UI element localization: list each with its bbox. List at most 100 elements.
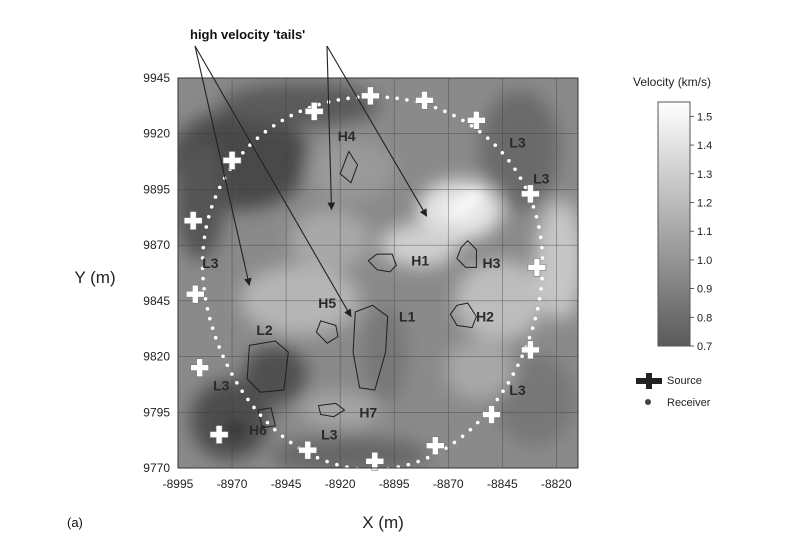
receiver-point [443, 109, 447, 114]
x-tick-label: -8995 [163, 477, 194, 491]
outline-l2 [246, 340, 289, 393]
region-label-h5: H5 [318, 295, 336, 311]
x-tick-label: -8870 [433, 477, 464, 491]
region-label-l1: L1 [399, 308, 416, 324]
receiver-point [531, 204, 536, 209]
receiver-point [355, 466, 359, 471]
source-marker [415, 90, 434, 110]
y-tick-label: 9770 [143, 461, 170, 475]
x-tick-label: -8920 [325, 477, 356, 491]
receiver-point [240, 389, 244, 394]
receiver-point [385, 95, 390, 100]
receiver-point [501, 389, 505, 394]
colorbar-title: Velocity (km/s) [633, 75, 711, 89]
receiver-point [523, 185, 528, 190]
receiver-point [230, 372, 234, 376]
annotation-text: high velocity 'tails' [190, 27, 305, 42]
receiver-point [210, 326, 215, 331]
receiver-point [325, 459, 329, 464]
region-labels: H1 H2 H3 H4 H5 H6 H7 L1 L2 L3 L3 L3 L3 L3 L3 [202, 128, 549, 443]
annotation-arrow [194, 45, 252, 287]
legend-source-icon [636, 373, 662, 389]
receiver-point [265, 420, 270, 425]
receiver-point [365, 467, 370, 472]
source-marker [183, 211, 203, 230]
receiver-point [289, 113, 293, 118]
receiver-point [217, 185, 222, 190]
colorbar-tick-label: 1.4 [697, 140, 712, 152]
grid-lines [177, 77, 578, 469]
receiver-point [530, 326, 535, 331]
outline-l1 [352, 304, 389, 391]
receiver-point [225, 363, 230, 368]
receiver-point [540, 245, 544, 250]
receiver-point [535, 306, 540, 311]
receiver-point [433, 105, 438, 110]
receiver-point [452, 440, 457, 445]
receiver-point [202, 235, 207, 240]
receiver-point [246, 397, 250, 402]
source-marker [521, 340, 540, 360]
region-label-h2: H2 [476, 308, 494, 324]
source-marker [185, 284, 205, 304]
y-tick-label: 9845 [143, 294, 170, 308]
outline-h5 [315, 320, 339, 344]
receiver-point [461, 118, 465, 123]
receiver-point [206, 214, 211, 219]
receiver-point [540, 276, 544, 281]
receiver-point [386, 466, 390, 471]
velocity-field [178, 78, 578, 468]
source-marker [304, 102, 324, 121]
receiver-point [460, 434, 465, 439]
receiver-point [416, 459, 420, 464]
region-label-l3: L3 [202, 255, 219, 271]
region-label-h7: H7 [359, 404, 377, 420]
receiver-point [406, 462, 411, 467]
axis-tick-labels: -8995 -8970 -8945 -8920 -8895 -8870 -8845 -8820… [143, 71, 572, 491]
colorbar-tick-label: 1.3 [697, 169, 712, 181]
region-label-h3: H3 [483, 255, 501, 271]
receiver-point [288, 440, 293, 445]
x-tick-label: -8820 [541, 477, 572, 491]
receiver-point [298, 109, 303, 114]
region-label-l3: L3 [533, 170, 550, 186]
region-label-h6: H6 [249, 422, 267, 438]
receiver-point [475, 420, 480, 425]
source-marker [527, 258, 547, 277]
receiver-point [469, 123, 474, 128]
receiver-point [217, 345, 221, 349]
y-tick-label: 9795 [143, 405, 170, 419]
receiver-point [255, 136, 260, 141]
region-label-l3: L3 [509, 135, 526, 151]
receiver-point [500, 150, 505, 155]
colorbar-tick-label: 0.7 [697, 341, 712, 353]
plot-frame [177, 77, 579, 469]
receiver-point [280, 118, 285, 123]
receiver-point [201, 276, 205, 281]
receiver-point [200, 266, 205, 271]
receiver-point [235, 380, 239, 385]
annotation-arrow [194, 45, 352, 318]
receiver-point [213, 335, 218, 340]
receiver-point [516, 363, 520, 368]
receiver-point [405, 98, 409, 102]
receiver-point [506, 380, 511, 385]
annotation-arrow [326, 45, 428, 217]
x-tick-label: -8970 [217, 477, 248, 491]
legend-source-label: Source [667, 375, 702, 387]
y-tick-label: 9870 [143, 238, 170, 252]
anomaly-outlines [246, 150, 477, 429]
x-axis-title: X (m) [362, 513, 404, 532]
receiver-point [271, 123, 276, 128]
receiver-point [317, 102, 321, 107]
receiver-point [208, 316, 212, 321]
receiver-point [444, 446, 448, 450]
source-marker [209, 425, 229, 444]
receiver-point [202, 286, 206, 291]
y-tick-label: 9820 [143, 350, 170, 364]
receiver-point [513, 167, 517, 172]
receiver-point [520, 354, 524, 359]
receiver-point [346, 96, 350, 101]
receiver-point [273, 427, 277, 432]
receiver-point [493, 143, 498, 148]
